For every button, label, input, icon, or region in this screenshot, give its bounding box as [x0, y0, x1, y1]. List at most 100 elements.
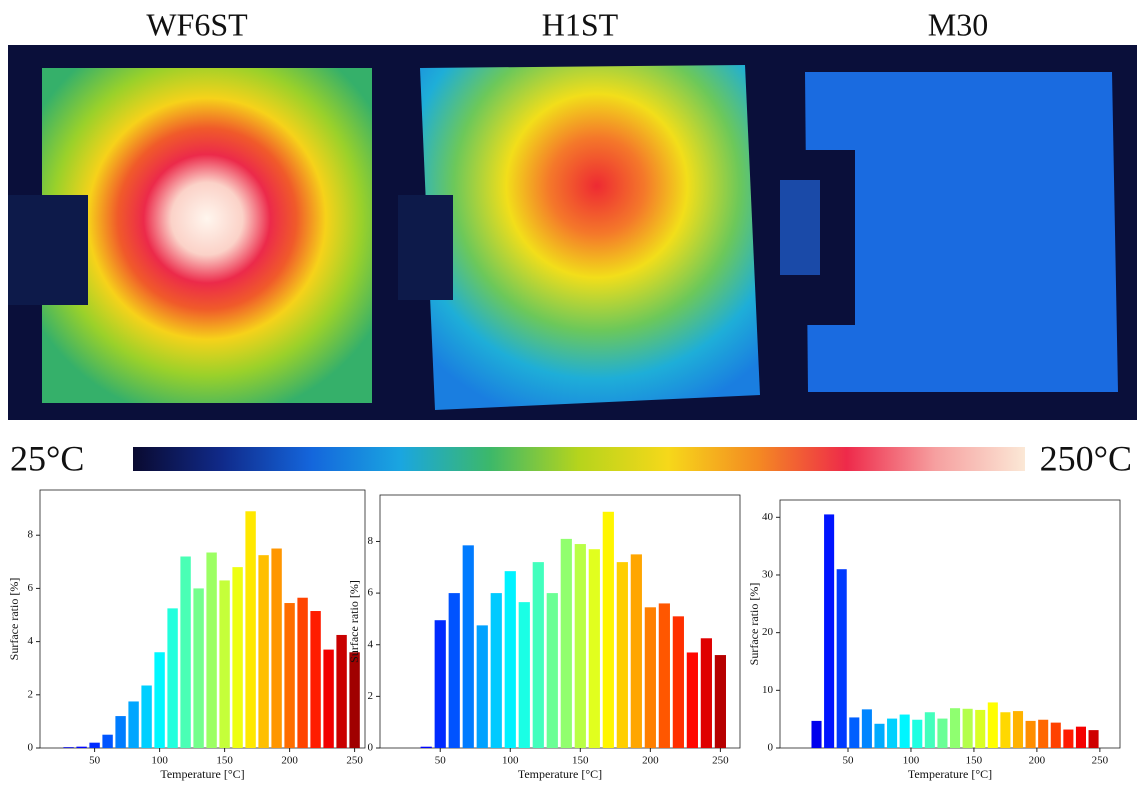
bar: [504, 571, 516, 748]
bar: [874, 723, 885, 748]
clamp: [8, 195, 88, 305]
bar: [76, 746, 87, 748]
bar: [63, 747, 74, 748]
thermal-image: [42, 68, 372, 403]
x-tick-label: 50: [435, 755, 447, 767]
bar: [258, 555, 269, 748]
y-tick-label: 0: [368, 742, 374, 754]
bar: [206, 552, 217, 748]
bar: [284, 603, 295, 748]
bar: [861, 709, 872, 748]
bar: [518, 602, 530, 748]
x-tick-label: 50: [89, 755, 101, 767]
bar: [102, 734, 113, 748]
bar: [219, 580, 230, 748]
y-axis-label: Surface ratio [%]: [347, 580, 361, 663]
colorbar: [133, 447, 1025, 471]
clamp: [398, 195, 453, 300]
bar: [849, 717, 860, 748]
bar: [323, 649, 334, 748]
bar: [602, 511, 614, 748]
y-axis-label: Surface ratio [%]: [747, 583, 761, 666]
bar: [588, 549, 600, 748]
bar: [434, 620, 446, 748]
bar: [630, 554, 642, 748]
bar: [271, 548, 282, 748]
x-tick-label: 250: [712, 755, 729, 767]
bar: [154, 652, 165, 748]
x-tick-label: 200: [642, 755, 659, 767]
x-tick-label: 100: [502, 755, 519, 767]
bar: [824, 514, 835, 748]
bar: [962, 708, 973, 748]
y-tick-label: 8: [368, 535, 374, 547]
bar: [987, 702, 998, 748]
bar: [245, 511, 256, 748]
y-tick-label: 6: [28, 582, 34, 594]
bar: [912, 719, 923, 748]
bar: [937, 718, 948, 748]
bar: [167, 608, 178, 748]
bar: [420, 746, 432, 748]
y-tick-label: 2: [368, 690, 374, 702]
bar: [616, 562, 628, 748]
bar: [336, 634, 347, 748]
bar: [836, 569, 847, 748]
y-tick-label: 0: [28, 742, 34, 754]
bar: [1063, 729, 1074, 748]
image-title: WF6ST: [146, 6, 248, 42]
image-title: M30: [928, 6, 988, 42]
bar: [128, 701, 139, 748]
bar: [950, 708, 961, 748]
x-tick-label: 50: [843, 755, 855, 767]
bar: [658, 603, 670, 748]
bar: [1088, 730, 1099, 748]
x-tick-label: 250: [1092, 755, 1109, 767]
bar: [297, 597, 308, 748]
bar: [1000, 712, 1011, 748]
bar: [700, 638, 712, 748]
y-tick-label: 0: [768, 742, 774, 754]
colorbar-max-label: 250°C: [1040, 438, 1132, 478]
bar: [193, 588, 204, 748]
x-tick-label: 150: [966, 755, 983, 767]
thermal-image: [420, 65, 760, 410]
bar: [574, 544, 586, 748]
bar: [899, 714, 910, 748]
x-axis-label: Temperature [°C]: [518, 767, 602, 781]
x-axis-label: Temperature [°C]: [160, 767, 244, 781]
y-tick-label: 40: [762, 511, 774, 523]
bar: [1012, 711, 1024, 748]
bar: [349, 652, 360, 748]
x-tick-label: 200: [1029, 755, 1046, 767]
bar: [811, 720, 822, 748]
bar: [448, 593, 460, 748]
x-tick-label: 100: [151, 755, 168, 767]
bar: [532, 562, 544, 748]
bar: [476, 625, 488, 748]
y-tick-label: 10: [762, 684, 774, 696]
y-tick-label: 4: [368, 638, 374, 650]
bar: [310, 611, 321, 748]
bar: [115, 716, 126, 748]
y-axis-label: Surface ratio [%]: [7, 578, 21, 661]
bar: [560, 538, 572, 748]
y-tick-label: 2: [28, 688, 34, 700]
bar: [1038, 719, 1049, 748]
x-axis-label: Temperature [°C]: [908, 767, 992, 781]
thermal-image: [805, 72, 1118, 392]
bar: [180, 556, 191, 748]
bar: [924, 712, 935, 748]
bar: [975, 709, 986, 748]
y-tick-label: 20: [762, 626, 774, 638]
y-tick-label: 8: [28, 529, 34, 541]
image-title: H1ST: [542, 6, 619, 42]
bar: [546, 593, 558, 748]
bar: [714, 655, 726, 748]
x-tick-label: 100: [903, 755, 920, 767]
bar: [887, 718, 898, 748]
bar: [232, 567, 243, 748]
bar: [89, 742, 100, 748]
